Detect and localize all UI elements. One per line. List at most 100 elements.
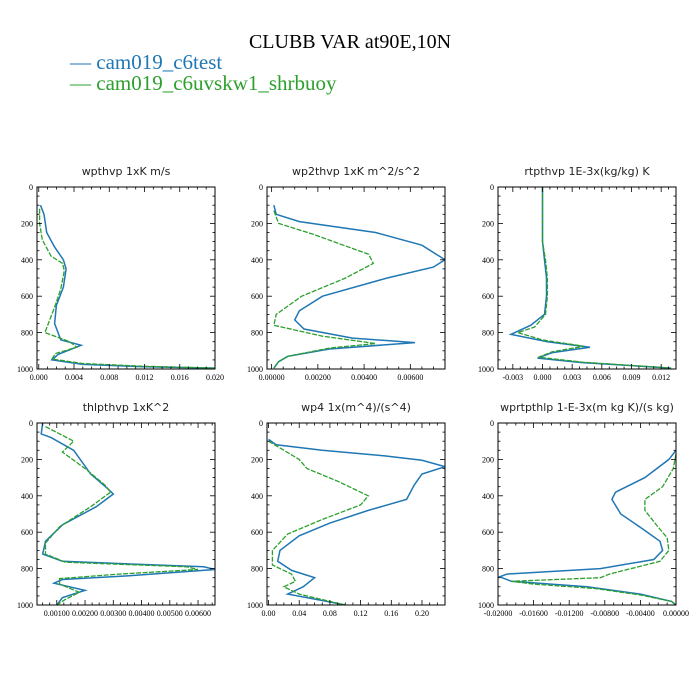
- y-tick-label: 200: [482, 455, 494, 464]
- series-line-cam019_c6uvskw1_shrbuoy: [44, 426, 199, 605]
- x-tick-label: 0.00000: [259, 373, 285, 382]
- y-tick-label: 600: [482, 528, 494, 537]
- y-tick-label: 400: [21, 492, 33, 501]
- y-tick-label: 200: [251, 455, 263, 464]
- series-line-cam019_c6test: [268, 438, 445, 605]
- x-tick-label: 0.016: [171, 373, 189, 382]
- series-line-cam019_c6uvskw1_shrbuoy: [38, 208, 215, 369]
- y-tick-label: 1000: [17, 601, 33, 610]
- x-tick-label: 0.009: [623, 373, 641, 382]
- y-tick-label: 800: [251, 329, 263, 338]
- x-tick-label: -0.01200: [555, 609, 584, 618]
- x-tick-label: -0.003: [502, 373, 523, 382]
- series-line-cam019_c6uvskw1_shrbuoy: [511, 453, 676, 605]
- y-tick-label: 1000: [17, 365, 33, 374]
- y-tick-label: 0: [29, 419, 33, 428]
- panel-2: wp2thvp 1xK m^2/s^2020040060080010000.00…: [247, 165, 446, 382]
- x-tick-label: 0.000: [534, 373, 552, 382]
- series-line-cam019_c6test: [498, 449, 676, 605]
- panel-title: wprtpthlp 1-E-3x(m kg K)/(s kg): [500, 401, 674, 414]
- y-tick-label: 0: [259, 419, 263, 428]
- x-tick-label: 0.16: [384, 609, 398, 618]
- y-tick-label: 600: [251, 528, 263, 537]
- x-tick-label: 0.00600: [397, 373, 423, 382]
- x-tick-label: -0.00800: [590, 609, 619, 618]
- series-line-cam019_c6uvskw1_shrbuoy: [273, 210, 376, 369]
- panel-3: rtpthvp 1E-3x(kg/kg) K 0 200 400 600 800 1000-…: [478, 165, 677, 382]
- x-tick-label: 0.00200: [72, 609, 98, 618]
- x-tick-label: 0.020: [206, 373, 224, 382]
- y-tick-label: 400: [482, 492, 494, 501]
- series-line-cam019_c6uvskw1_shrbuoy: [268, 440, 370, 605]
- x-tick-label: 0.04: [292, 609, 306, 618]
- panel-title: rtpthvp 1E-3x(kg/kg) K: [524, 165, 650, 178]
- series-line-cam019_c6test: [39, 204, 215, 369]
- x-tick-label: 0.20: [415, 609, 429, 618]
- y-tick-label: 400: [251, 492, 263, 501]
- x-tick-label: 0.012: [652, 373, 670, 382]
- y-tick-label: 600: [21, 292, 33, 301]
- legend-entry-c6test: — cam019_c6test: [69, 50, 222, 74]
- x-tick-label: 0.008: [100, 373, 118, 382]
- y-tick-label: 800: [251, 565, 263, 574]
- x-tick-label: 0.012: [136, 373, 154, 382]
- panel-title: wp4 1x(m^4)/(s^4): [301, 401, 411, 414]
- figure-title: CLUBB VAR at90E,10N: [249, 31, 451, 53]
- x-tick-label: -0.00400: [626, 609, 655, 618]
- y-tick-label: 400: [251, 256, 263, 265]
- y-tick-label: 800: [482, 329, 494, 338]
- x-tick-label: 0.00000: [663, 609, 689, 618]
- x-tick-label: 0.006: [593, 373, 611, 382]
- x-tick-label: 0.000: [30, 373, 48, 382]
- panel-title: thlpthvp 1xK^2: [83, 401, 170, 414]
- y-tick-label: 1000: [478, 601, 494, 610]
- y-tick-label: 0: [29, 183, 33, 192]
- y-tick-label: 1000: [247, 365, 263, 374]
- y-tick-label: 0: [490, 419, 494, 428]
- y-tick-label: 600: [251, 292, 263, 301]
- series-line-cam019_c6test: [273, 205, 445, 369]
- y-tick-label: 200: [21, 219, 33, 228]
- y-tick-label: 600: [482, 292, 494, 301]
- y-tick-label: 0: [490, 183, 494, 192]
- x-tick-label: 0.00500: [157, 609, 183, 618]
- plot-frame: [497, 186, 677, 370]
- x-tick-label: 0.00100: [44, 609, 70, 618]
- panel-title: wpthvp 1xK m/s: [82, 165, 171, 178]
- y-tick-label: 800: [21, 565, 33, 574]
- x-tick-label: 0.12: [354, 609, 368, 618]
- x-tick-label: 0.00600: [185, 609, 211, 618]
- y-tick-label: 1000: [478, 365, 494, 374]
- plot-frame: [36, 186, 216, 370]
- y-tick-label: 200: [21, 455, 33, 464]
- legend-entry-shrbuoy: — cam019_c6uvskw1_shrbuoy: [69, 71, 337, 95]
- plot-frame: [266, 186, 446, 370]
- x-tick-label: 0.00300: [100, 609, 126, 618]
- y-tick-label: 1000: [247, 601, 263, 610]
- x-tick-label: 0.00: [262, 609, 276, 618]
- y-tick-label: 200: [251, 219, 263, 228]
- panel-title: wp2thvp 1xK m^2/s^2: [292, 165, 420, 178]
- series-line-cam019_c6uvskw1_shrbuoy: [515, 187, 672, 369]
- plot-frame: [36, 422, 216, 606]
- x-tick-label: 0.08: [323, 609, 337, 618]
- y-tick-label: 800: [21, 329, 33, 338]
- y-tick-label: 400: [21, 256, 33, 265]
- series-line-cam019_c6test: [40, 423, 215, 605]
- series-line-cam019_c6test: [508, 187, 672, 369]
- x-tick-label: -0.01600: [519, 609, 548, 618]
- y-tick-label: 400: [482, 256, 494, 265]
- x-tick-label: 0.003: [563, 373, 581, 382]
- y-tick-label: 200: [482, 219, 494, 228]
- panel-6: wprtpthlp 1-E-3x(m kg K)/(s kg) 0 200 400 60…: [478, 401, 689, 618]
- legend: — cam019_c6test — cam019_c6uvskw1_shrbuo…: [69, 50, 337, 95]
- x-tick-label: -0.02000: [484, 609, 513, 618]
- y-tick-label: 0: [259, 183, 263, 192]
- x-tick-label: 0.00400: [129, 609, 155, 618]
- x-tick-label: 0.00400: [351, 373, 377, 382]
